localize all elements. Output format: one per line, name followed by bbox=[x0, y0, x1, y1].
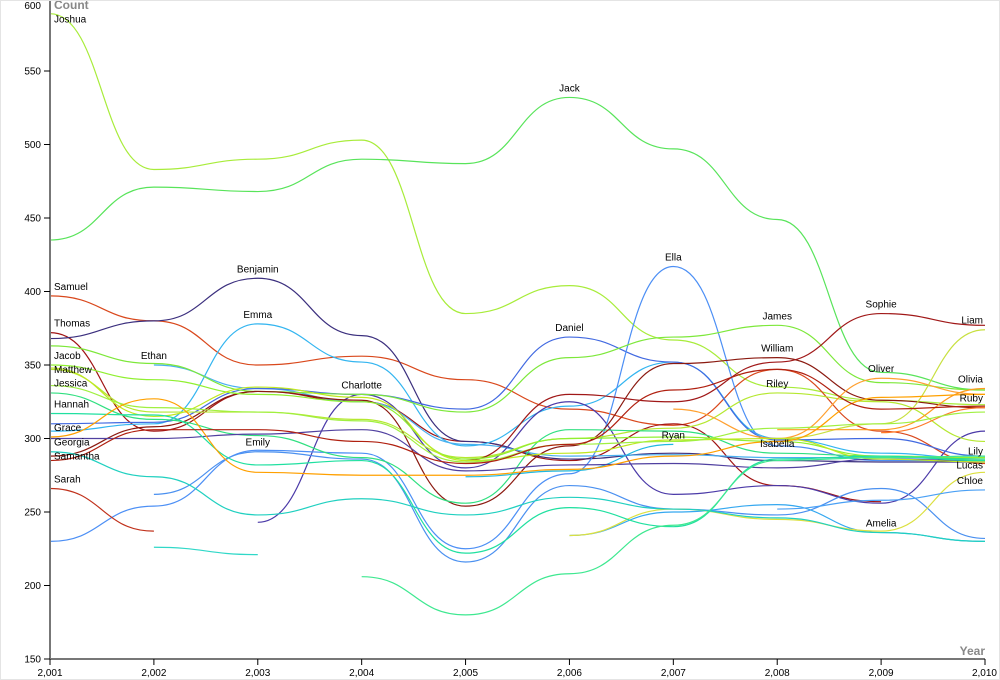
series-label-jack: Jack bbox=[559, 83, 581, 94]
y-tick-label: 550 bbox=[24, 67, 41, 78]
x-tick-label: 2,008 bbox=[765, 668, 790, 679]
series-line-chloe bbox=[777, 489, 986, 510]
series-label-jessica: Jessica bbox=[54, 379, 88, 390]
y-axis-title: Count bbox=[54, 0, 89, 12]
series-label-ruby: Ruby bbox=[960, 394, 983, 405]
series-label-jacob: Jacob bbox=[54, 351, 81, 362]
series-label-benjamin: Benjamin bbox=[237, 264, 279, 275]
series-label-isabella: Isabella bbox=[760, 439, 795, 450]
x-tick-label: 2,007 bbox=[661, 668, 686, 679]
series-label-sarah: Sarah bbox=[54, 474, 81, 485]
series-label-grace: Grace bbox=[54, 423, 82, 434]
x-tick-label: 2,001 bbox=[37, 668, 62, 679]
y-tick-label: 400 bbox=[24, 287, 41, 298]
series-label-charlotte: Charlotte bbox=[341, 380, 382, 391]
series-line-ruby bbox=[881, 407, 986, 434]
series-line-daniel bbox=[49, 336, 986, 457]
series-lines bbox=[49, 13, 986, 616]
series-line-emily bbox=[153, 451, 986, 563]
series-label-oliver: Oliver bbox=[868, 364, 895, 375]
series-line-william bbox=[49, 357, 986, 507]
series-label-riley: Riley bbox=[766, 379, 788, 390]
series-line-ryan bbox=[465, 443, 674, 478]
series-label-emily: Emily bbox=[246, 438, 270, 449]
series-label-joshua: Joshua bbox=[54, 15, 87, 26]
x-tick-label: 2,005 bbox=[453, 668, 478, 679]
series-label-william: William bbox=[761, 344, 793, 355]
series-label-hannah: Hannah bbox=[54, 400, 89, 411]
y-axis: 150 200 250 300 350 400 450 500 550 600 bbox=[24, 0, 51, 666]
y-tick-label: 200 bbox=[24, 581, 41, 592]
x-tick-label: 2,003 bbox=[245, 668, 270, 679]
series-line-isabella bbox=[49, 392, 986, 504]
x-axis: 2,001 2,002 2,003 2,004 2,005 2,006 2,007 2,008… bbox=[37, 658, 997, 679]
x-tick-label: 2,009 bbox=[869, 668, 894, 679]
series-line-samuel bbox=[49, 295, 986, 465]
series-label-liam: Liam bbox=[961, 316, 983, 327]
series-label-chloe: Chloe bbox=[957, 476, 984, 487]
series-label-ella: Ella bbox=[665, 253, 682, 264]
series-label-samantha: Samantha bbox=[54, 452, 100, 463]
series-label-ethan: Ethan bbox=[141, 351, 167, 362]
y-tick-label: 500 bbox=[24, 140, 41, 151]
series-line-grace bbox=[49, 393, 986, 476]
series-line-joshua bbox=[49, 13, 986, 406]
x-axis-title: Year bbox=[960, 644, 986, 658]
series-label-samuel: Samuel bbox=[54, 282, 88, 293]
y-tick-label: 300 bbox=[24, 434, 41, 445]
series-line-emma bbox=[49, 323, 986, 460]
series-line-jack bbox=[49, 96, 986, 391]
series-label-james: James bbox=[762, 311, 791, 322]
series-label-georgia: Georgia bbox=[54, 438, 90, 449]
series-line-sophie bbox=[465, 312, 986, 462]
series-line-samantha bbox=[49, 368, 986, 465]
y-tick-label: 150 bbox=[24, 655, 41, 666]
x-tick-label: 2,002 bbox=[141, 668, 166, 679]
series-label-lily: Lily bbox=[968, 447, 983, 458]
y-tick-label: 250 bbox=[24, 508, 41, 519]
x-tick-label: 2,006 bbox=[557, 668, 582, 679]
series-label-amelia: Amelia bbox=[866, 519, 897, 530]
y-tick-label: 350 bbox=[24, 361, 41, 372]
series-line-lily bbox=[49, 429, 986, 472]
series-line-james bbox=[49, 324, 986, 413]
series-label-thomas: Thomas bbox=[54, 319, 90, 330]
series-label-daniel: Daniel bbox=[555, 323, 583, 334]
series-label-olivia: Olivia bbox=[958, 375, 983, 386]
series-label-sophie: Sophie bbox=[866, 300, 898, 311]
y-tick-label: 450 bbox=[24, 214, 41, 225]
series-line-riley bbox=[49, 368, 986, 459]
series-line-jessica bbox=[49, 384, 986, 463]
x-tick-label: 2,004 bbox=[349, 668, 374, 679]
series-line-sarah bbox=[49, 487, 154, 532]
series-line-unnamed-33 bbox=[153, 546, 258, 556]
series-line-hannah bbox=[49, 412, 986, 554]
series-line-ella bbox=[49, 265, 985, 550]
series-line-unnamed-34 bbox=[361, 455, 986, 616]
y-tick-label: 600 bbox=[24, 1, 41, 12]
series-line-ethan bbox=[153, 364, 986, 460]
series-label-lucas: Lucas bbox=[956, 460, 983, 471]
series-label-emma: Emma bbox=[243, 310, 272, 321]
series-line-oliver bbox=[673, 377, 986, 440]
series-line-liam bbox=[777, 329, 986, 440]
series-labels: Joshua Jack Samuel Thomas Benjamin Emma Ethan C… bbox=[54, 15, 983, 530]
series-line-benjamin bbox=[49, 277, 985, 463]
series-label-matthew: Matthew bbox=[54, 365, 93, 376]
x-tick-label: 2,010 bbox=[972, 668, 997, 679]
series-line-georgia bbox=[49, 451, 986, 542]
series-line-lucas bbox=[569, 471, 986, 537]
series-label-ryan: Ryan bbox=[662, 430, 685, 441]
